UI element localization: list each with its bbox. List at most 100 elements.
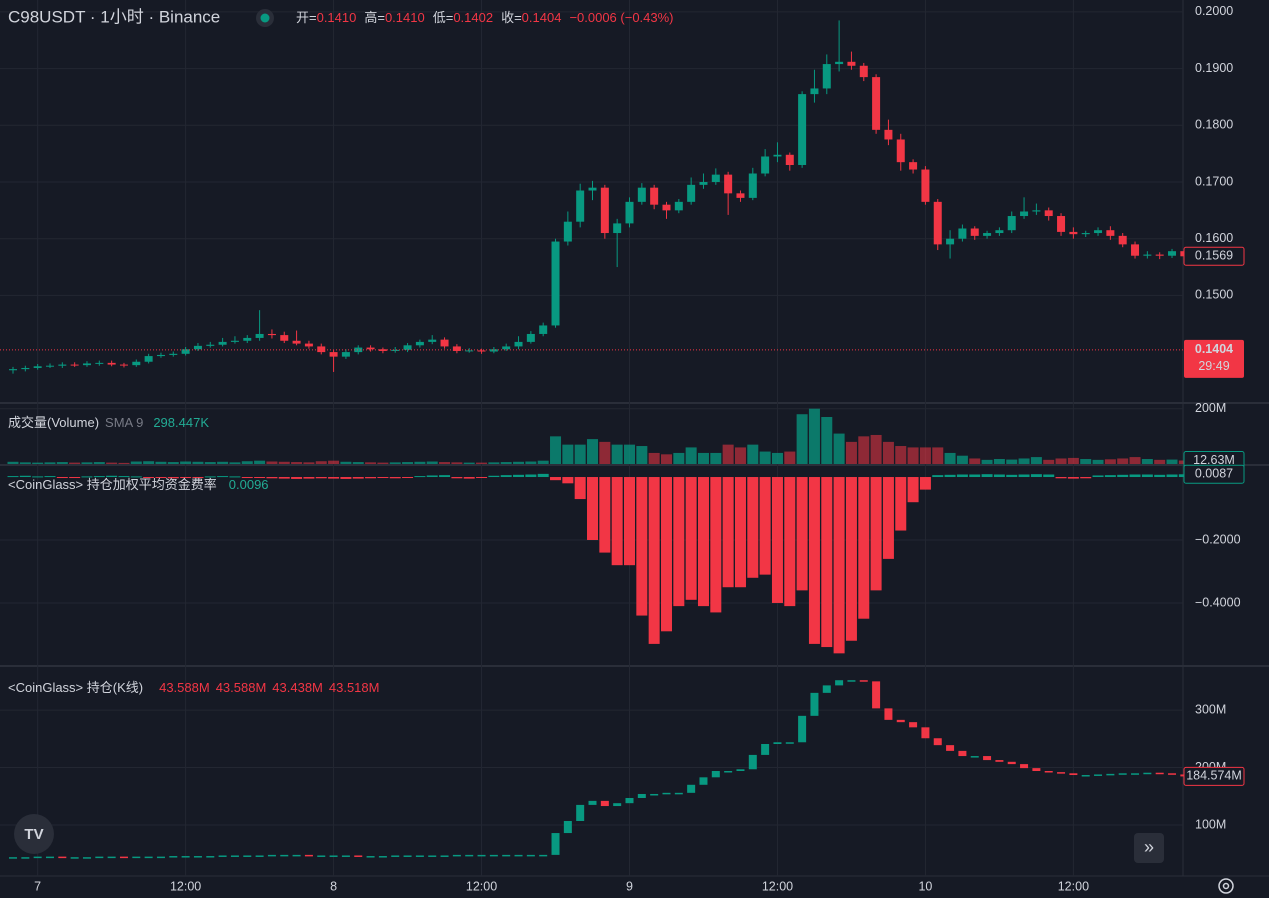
candle-body bbox=[1118, 773, 1127, 775]
bar bbox=[180, 461, 192, 464]
candle-body bbox=[243, 337, 252, 341]
candle-body bbox=[477, 350, 486, 352]
candle-body bbox=[366, 856, 375, 858]
candle-body bbox=[1032, 768, 1041, 771]
candle-body bbox=[70, 364, 79, 366]
last-value-badge bbox=[1183, 246, 1245, 266]
candle-body bbox=[428, 855, 437, 857]
candle-body bbox=[33, 856, 42, 859]
candle-body bbox=[58, 856, 67, 859]
candle-body bbox=[354, 855, 363, 857]
bar bbox=[870, 477, 882, 591]
candle-body bbox=[193, 856, 202, 858]
candle-body bbox=[292, 340, 301, 344]
tv-logo[interactable]: TV bbox=[14, 814, 54, 854]
bar bbox=[1141, 474, 1153, 478]
bar bbox=[365, 477, 377, 479]
candle-body bbox=[329, 855, 338, 857]
legend-value: 0.1410 bbox=[385, 10, 425, 25]
bar bbox=[685, 447, 697, 464]
legend-value: 43.588M bbox=[159, 680, 210, 695]
legend-sma: SMA 9 bbox=[105, 415, 143, 430]
candle-body bbox=[576, 190, 585, 222]
y-tick-label: 300M bbox=[1195, 702, 1226, 716]
candle-body bbox=[711, 174, 720, 183]
bar bbox=[845, 477, 857, 641]
bar bbox=[858, 477, 870, 619]
bar bbox=[1154, 459, 1166, 464]
candle-body bbox=[983, 233, 992, 236]
bar bbox=[907, 477, 919, 503]
bar bbox=[537, 460, 549, 464]
candle-body bbox=[724, 771, 733, 773]
candle-body bbox=[1094, 774, 1103, 776]
candle-body bbox=[514, 341, 523, 347]
bar bbox=[574, 444, 586, 464]
legend-value: 0.0096 bbox=[229, 477, 269, 492]
candle-body bbox=[1007, 216, 1016, 231]
candle-body bbox=[489, 854, 498, 857]
candle-body bbox=[82, 857, 91, 859]
candle-body bbox=[600, 800, 609, 807]
candle-body bbox=[33, 366, 42, 368]
candle-body bbox=[674, 201, 683, 211]
candle-body bbox=[1069, 231, 1078, 235]
bar bbox=[1117, 458, 1129, 464]
candle-body bbox=[761, 743, 770, 755]
candle-body bbox=[674, 792, 683, 795]
bar bbox=[1166, 474, 1178, 478]
x-tick-label: 10 bbox=[918, 879, 932, 893]
bar bbox=[414, 476, 426, 478]
bar bbox=[1067, 477, 1079, 479]
candle-body bbox=[132, 361, 141, 366]
bar bbox=[981, 459, 993, 464]
svg-text:»: » bbox=[1144, 837, 1154, 857]
candle-body bbox=[822, 64, 831, 89]
y-tick-label: 100M bbox=[1195, 817, 1226, 831]
candle-body bbox=[415, 341, 424, 346]
candle-body bbox=[70, 857, 79, 859]
bar bbox=[944, 452, 956, 464]
legend-change: −0.0006 (−0.43%) bbox=[569, 10, 673, 25]
candle-body bbox=[699, 777, 708, 785]
candle-body bbox=[169, 856, 178, 858]
candle-body bbox=[785, 154, 794, 165]
candle-body bbox=[1081, 775, 1090, 777]
y-tick-label: 0.1700 bbox=[1195, 174, 1233, 188]
scroll-button[interactable]: » bbox=[1134, 833, 1164, 863]
bar bbox=[956, 455, 968, 464]
bar bbox=[673, 452, 685, 464]
candle-body bbox=[761, 156, 770, 174]
candle-body bbox=[526, 854, 535, 857]
bar bbox=[328, 477, 340, 479]
settings-button[interactable] bbox=[1218, 878, 1234, 894]
candle-body bbox=[341, 352, 350, 357]
candle-body bbox=[1168, 773, 1177, 775]
candle-body bbox=[169, 353, 178, 355]
status-dot bbox=[260, 13, 270, 23]
candle-body bbox=[909, 722, 918, 728]
bar bbox=[1043, 459, 1055, 464]
bar bbox=[143, 461, 155, 464]
candle-body bbox=[95, 856, 104, 859]
candle-body bbox=[107, 856, 116, 859]
candle-body bbox=[970, 756, 979, 758]
bar bbox=[402, 462, 414, 464]
candle-body bbox=[317, 855, 326, 857]
bar bbox=[858, 436, 870, 464]
candle-body bbox=[736, 193, 745, 198]
bar bbox=[1006, 459, 1018, 464]
bar bbox=[476, 477, 488, 479]
candle-body bbox=[563, 221, 572, 242]
bar bbox=[217, 461, 229, 464]
candle-body bbox=[304, 343, 313, 347]
candle-body bbox=[810, 88, 819, 95]
bar bbox=[587, 477, 599, 540]
bar bbox=[1104, 475, 1116, 478]
bar bbox=[130, 476, 142, 478]
candle-body bbox=[785, 742, 794, 744]
candle-body bbox=[724, 174, 733, 194]
bar bbox=[451, 462, 463, 464]
candle-body bbox=[773, 154, 782, 157]
candle-body bbox=[1020, 764, 1029, 769]
